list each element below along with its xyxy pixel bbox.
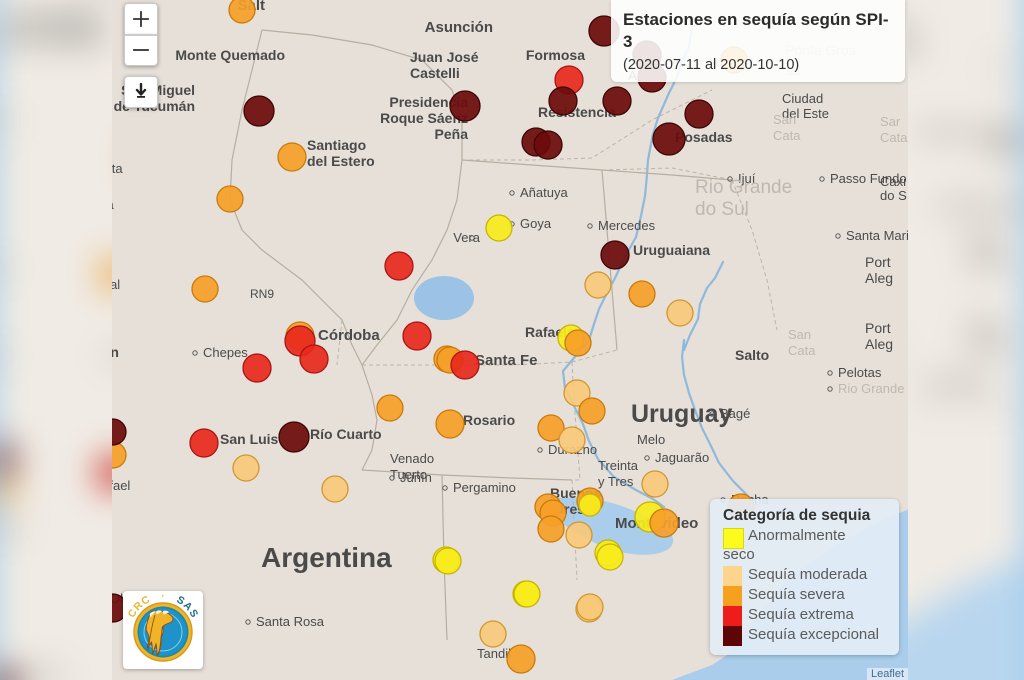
svg-text:Cata: Cata bbox=[987, 70, 1023, 89]
svg-text:Añatuya: Añatuya bbox=[520, 185, 568, 200]
svg-text:Tinogasta: Tinogasta bbox=[112, 161, 123, 176]
svg-text:Juan José: Juan José bbox=[410, 49, 479, 65]
svg-text:San Rafael: San Rafael bbox=[112, 478, 130, 493]
svg-text:Bagé: Bagé bbox=[720, 406, 750, 421]
svg-text:Asunción: Asunción bbox=[425, 19, 493, 36]
svg-text:Aleg: Aleg bbox=[865, 336, 893, 352]
svg-text:Santiago: Santiago bbox=[307, 137, 366, 153]
svg-text:Cata: Cata bbox=[773, 128, 801, 143]
svg-text:·: · bbox=[161, 591, 165, 602]
svg-text:Cata: Cata bbox=[880, 130, 908, 145]
svg-text:Rosario: Rosario bbox=[463, 412, 515, 428]
svg-text:Cata: Cata bbox=[788, 343, 816, 358]
svg-text:San: San bbox=[773, 112, 796, 127]
svg-text:Santa Maria: Santa Maria bbox=[943, 196, 1023, 215]
svg-text:Mercedes: Mercedes bbox=[598, 218, 656, 233]
svg-text:Peña: Peña bbox=[435, 126, 469, 142]
svg-text:Castelli: Castelli bbox=[410, 65, 460, 81]
svg-text:Melo: Melo bbox=[637, 432, 665, 447]
svg-text:Goya: Goya bbox=[520, 216, 552, 231]
svg-text:Chamical: Chamical bbox=[112, 277, 120, 292]
svg-text:Aleg: Aleg bbox=[865, 270, 893, 286]
svg-text:Salto: Salto bbox=[735, 347, 769, 363]
svg-text:Caxi: Caxi bbox=[880, 174, 906, 189]
svg-text:Pergamino: Pergamino bbox=[453, 480, 516, 495]
svg-text:Uruguaiana: Uruguaiana bbox=[633, 242, 710, 258]
svg-text:Sar: Sar bbox=[880, 114, 901, 129]
svg-text:Ciudad: Ciudad bbox=[782, 91, 823, 106]
svg-text:do Sul: do Sul bbox=[695, 199, 749, 220]
svg-text:Santa Fe: Santa Fe bbox=[475, 352, 538, 369]
svg-text:Uruguay: Uruguay bbox=[631, 400, 733, 428]
svg-text:Santa Rosa: Santa Rosa bbox=[256, 614, 325, 629]
svg-text:San Miguel: San Miguel bbox=[8, 8, 103, 28]
svg-text:Rio Grande: Rio Grande bbox=[838, 381, 904, 396]
svg-text:do S: do S bbox=[987, 144, 1022, 163]
svg-text:Rio Grande: Rio Grande bbox=[695, 177, 792, 198]
svg-text:Chepes: Chepes bbox=[203, 345, 248, 360]
svg-text:Port: Port bbox=[968, 315, 1001, 335]
svg-text:RN9: RN9 bbox=[250, 287, 274, 301]
svg-text:Chamical: Chamical bbox=[0, 259, 7, 278]
svg-text:Córdoba: Córdoba bbox=[318, 327, 380, 344]
svg-text:Santa Maria: Santa Maria bbox=[846, 228, 908, 243]
svg-text:Aleg: Aleg bbox=[968, 250, 1004, 270]
svg-text:San Luis: San Luis bbox=[220, 431, 279, 447]
svg-text:Venado: Venado bbox=[390, 451, 434, 466]
svg-text:an Juan: an Juan bbox=[112, 344, 119, 360]
svg-text:Port: Port bbox=[968, 230, 1001, 250]
svg-text:an Juan: an Juan bbox=[0, 346, 5, 366]
svg-text:Pelotas: Pelotas bbox=[933, 373, 989, 392]
svg-text:do S: do S bbox=[880, 188, 907, 203]
svg-text:San Rafael: San Rafael bbox=[0, 519, 20, 538]
svg-text:Formosa: Formosa bbox=[526, 47, 585, 63]
svg-text:Sar: Sar bbox=[987, 49, 1014, 68]
svg-text:Treinta: Treinta bbox=[598, 458, 639, 473]
svg-text:Tinogasta: Tinogasta bbox=[0, 110, 11, 129]
svg-text:de Tucumán: de Tucumán bbox=[0, 29, 104, 49]
svg-text:Tandil: Tandil bbox=[477, 646, 511, 661]
svg-text:Port: Port bbox=[865, 254, 891, 270]
svg-text:Aleg: Aleg bbox=[968, 336, 1004, 356]
svg-text:Vera: Vera bbox=[453, 230, 481, 245]
svg-text:San: San bbox=[788, 327, 811, 342]
svg-text:Rio Grande: Rio Grande bbox=[933, 393, 1019, 412]
svg-text:del Estero: del Estero bbox=[307, 153, 375, 169]
svg-text:Río Cuarto: Río Cuarto bbox=[310, 426, 382, 442]
svg-text:Junín: Junín bbox=[400, 470, 432, 485]
svg-text:Caxi: Caxi bbox=[987, 126, 1021, 145]
svg-text:Pelotas: Pelotas bbox=[838, 365, 882, 380]
svg-text:Monte Quemado: Monte Quemado bbox=[175, 47, 285, 63]
svg-text:Argentina: Argentina bbox=[261, 542, 392, 573]
svg-text:Jaguarão: Jaguarão bbox=[655, 450, 709, 465]
svg-text:Port: Port bbox=[865, 320, 891, 336]
svg-text:y Tres: y Tres bbox=[598, 474, 634, 489]
